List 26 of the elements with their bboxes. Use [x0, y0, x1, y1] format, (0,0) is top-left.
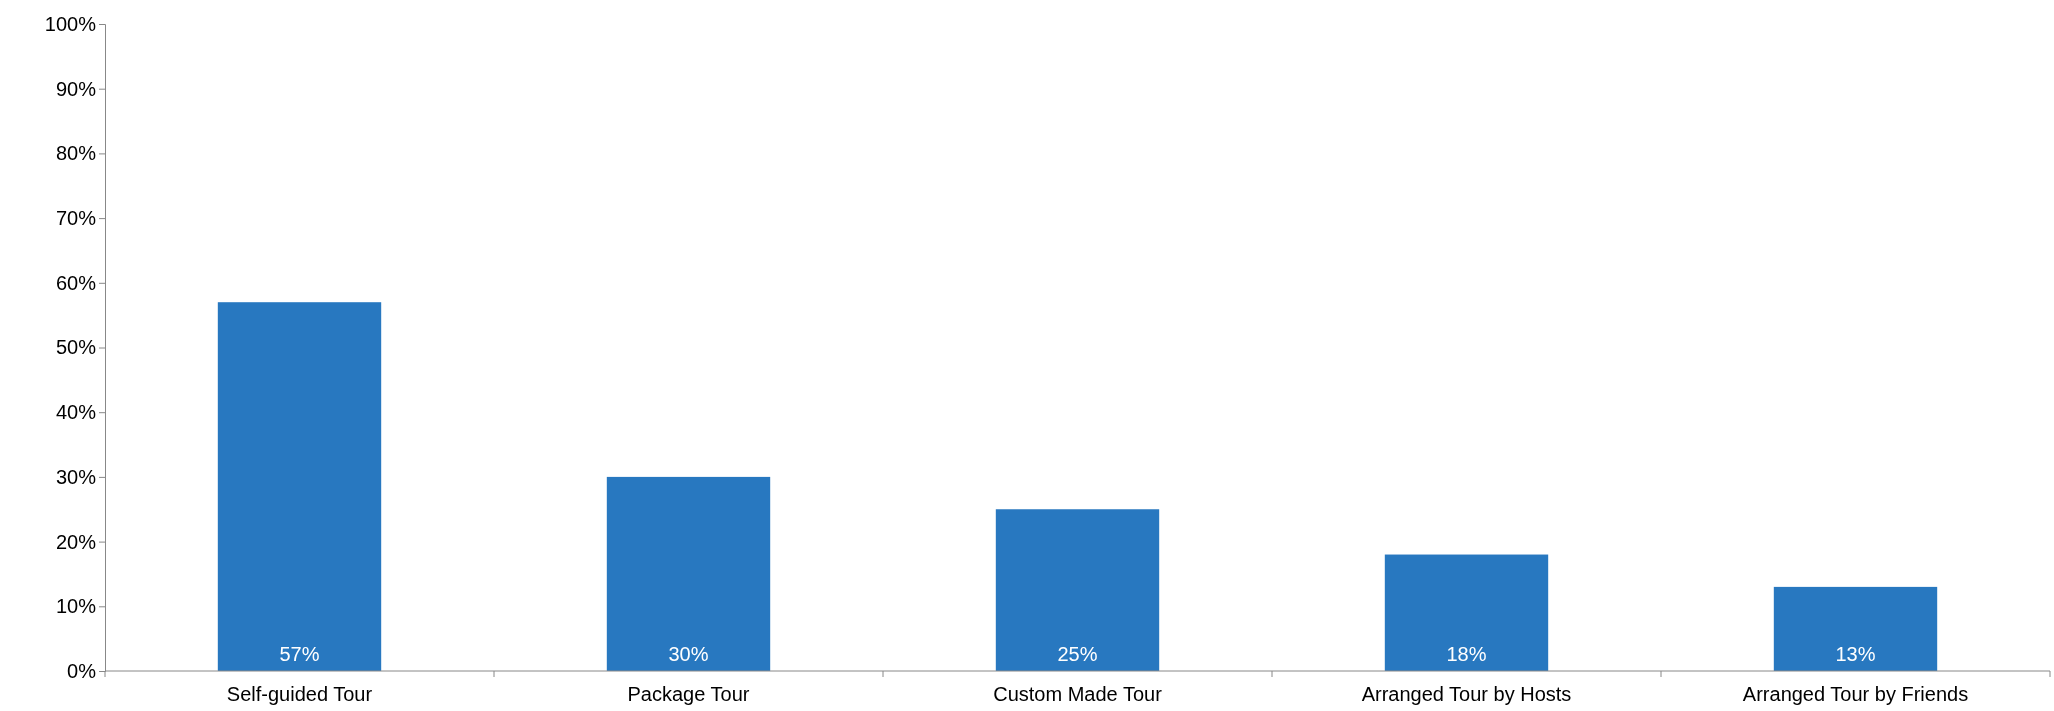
y-tick-label: 0% [67, 659, 97, 682]
data-label: 13% [1835, 643, 1876, 665]
y-tick-label: 70% [55, 207, 97, 229]
y-tick-label: 60% [55, 271, 97, 294]
data-label: 57% [279, 643, 320, 665]
y-tick-label: 40% [55, 401, 97, 424]
data-label: 18% [1446, 643, 1487, 665]
x-tick-label: Self-guided Tour [226, 683, 373, 705]
bar [995, 509, 1160, 671]
x-tick-label: Custom Made Tour [993, 683, 1163, 705]
y-tick-label: 90% [55, 77, 97, 100]
bar [1384, 554, 1549, 671]
x-tick-label: Arranged Tour by Friends [1742, 683, 1969, 705]
bar [217, 302, 382, 671]
bar [606, 476, 771, 671]
data-label: 30% [668, 643, 709, 665]
y-tick-label: 30% [55, 465, 97, 488]
bar [1773, 586, 1938, 671]
y-tick-label: 50% [55, 336, 97, 359]
data-label: 25% [1057, 643, 1098, 665]
y-tick-label: 20% [55, 530, 97, 553]
x-tick-label: Package Tour [627, 683, 750, 705]
x-tick-label: Arranged Tour by Hosts [1361, 683, 1572, 705]
y-tick-label: 80% [55, 142, 97, 165]
y-tick-label: 10% [55, 595, 97, 618]
y-tick-label: 100% [44, 12, 97, 35]
